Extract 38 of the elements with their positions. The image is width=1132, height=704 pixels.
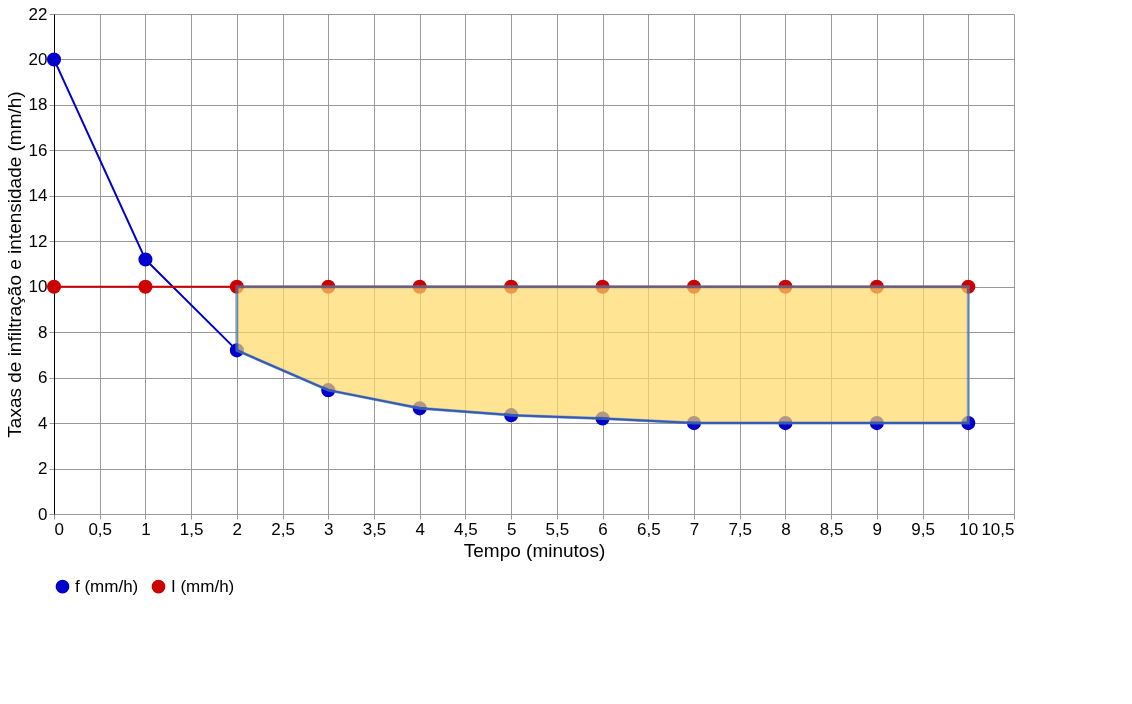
x-tick-label: 7 bbox=[689, 519, 700, 539]
x-tick-label: 3,5 bbox=[362, 519, 387, 539]
y-tick-label: 4 bbox=[38, 413, 48, 433]
y-tick-label: 6 bbox=[38, 368, 48, 388]
x-tick-label: 1,5 bbox=[179, 519, 204, 539]
y-tick-label: 22 bbox=[28, 4, 48, 24]
y-tick-label: 18 bbox=[28, 95, 48, 115]
x-tick-label: 1 bbox=[141, 519, 151, 539]
x-tick-label: 4,5 bbox=[454, 519, 478, 539]
x-tick-label: 6,5 bbox=[636, 519, 661, 539]
x-tick-label: 10 bbox=[959, 519, 979, 539]
x-tick-label: 2,5 bbox=[271, 519, 295, 539]
x-tick-label: 9 bbox=[872, 519, 883, 539]
legend-label: f (mm/h) bbox=[75, 576, 139, 596]
x-tick-label: 10,5 bbox=[981, 519, 1015, 539]
y-tick-label: 20 bbox=[28, 49, 48, 69]
y-tick-label: 0 bbox=[38, 504, 48, 524]
x-tick-label: 5 bbox=[506, 519, 517, 539]
x-tick-label: 8,5 bbox=[819, 519, 844, 539]
x-tick-label: 3 bbox=[324, 519, 334, 539]
x-tick-label: 5,5 bbox=[545, 519, 570, 539]
legend-label: I (mm/h) bbox=[171, 576, 235, 596]
y-tick-label: 12 bbox=[28, 231, 48, 251]
x-tick-label: 9,5 bbox=[911, 519, 935, 539]
x-tick-label: 2 bbox=[232, 519, 243, 539]
x-tick-label: 4 bbox=[415, 519, 425, 539]
x-tick-label: 7,5 bbox=[728, 519, 753, 539]
x-tick-label: 8 bbox=[781, 519, 791, 539]
x-tick-label: 6 bbox=[598, 519, 608, 539]
x-tick-label: 0,5 bbox=[88, 519, 113, 539]
y-axis-title: Taxas de infiltração e intensidade (mm/h) bbox=[3, 91, 25, 438]
x-tick-label: 0 bbox=[54, 519, 64, 539]
y-tick-label: 14 bbox=[28, 186, 48, 206]
x-axis-title: Tempo (minutos) bbox=[463, 539, 606, 561]
y-tick-label: 2 bbox=[38, 459, 48, 479]
y-tick-label: 10 bbox=[28, 277, 48, 297]
y-tick-label: 8 bbox=[38, 322, 48, 342]
y-tick-label: 16 bbox=[28, 140, 48, 160]
